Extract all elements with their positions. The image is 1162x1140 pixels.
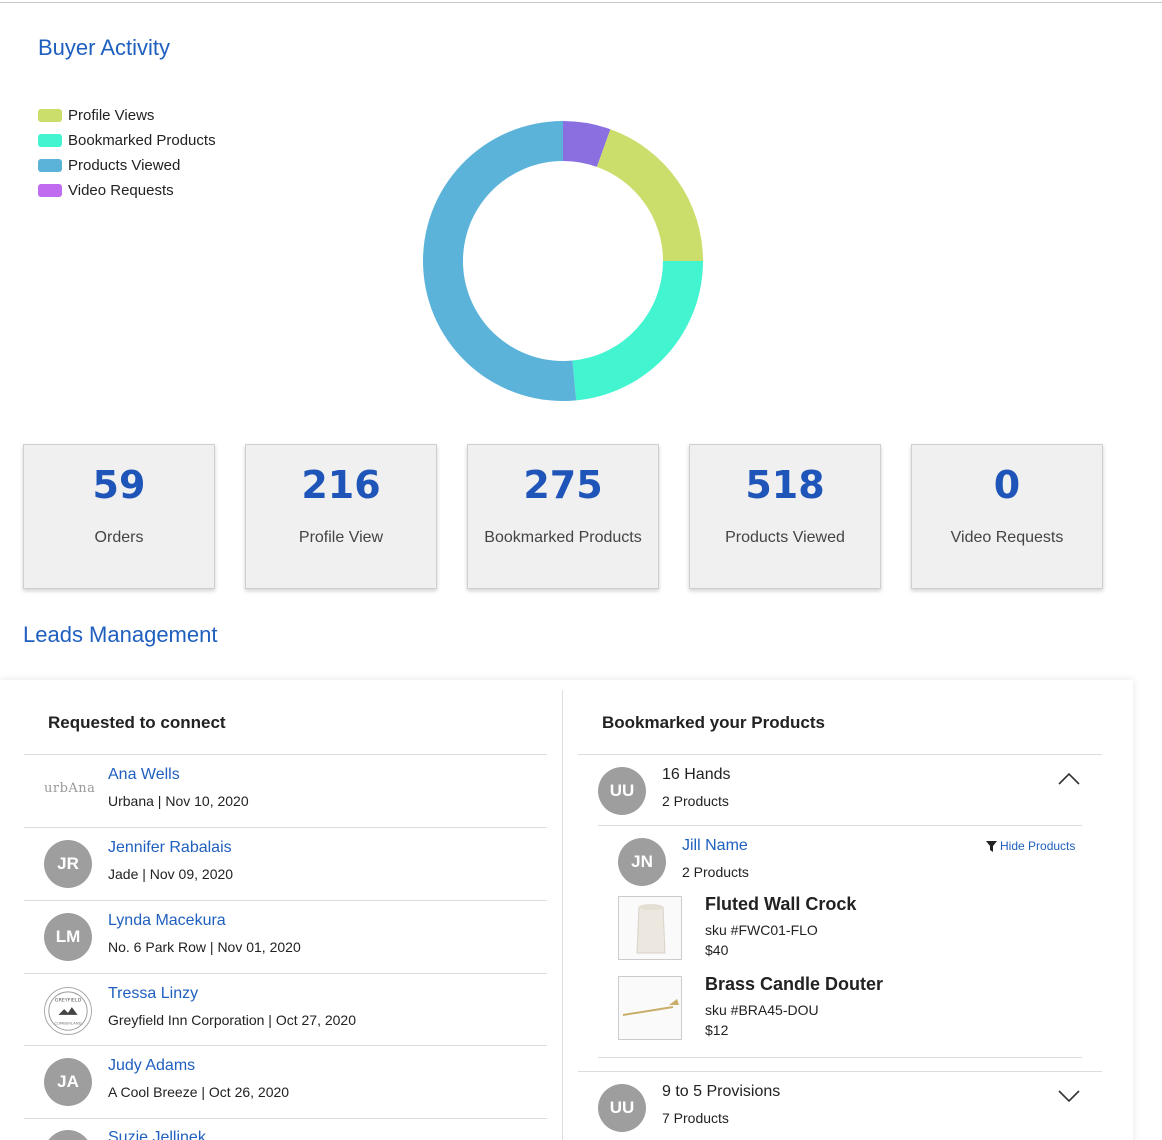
legend-swatch [38,109,62,122]
svg-text:CUMBERLAND: CUMBERLAND [54,1020,81,1025]
lead-name-link[interactable]: Judy Adams [108,1057,196,1074]
stat-card-products-viewed: 518 Products Viewed [689,444,881,589]
divider [578,754,1102,755]
legend-label: Profile Views [68,107,155,124]
lead-company-date: Jade | Nov 09, 2020 [108,866,234,882]
filter-icon [986,840,997,852]
hide-products-label: Hide Products [1000,839,1076,853]
bookmarked-products-heading: Bookmarked your Products [602,713,825,732]
stat-label: Bookmarked Products [484,529,642,546]
hide-products-button[interactable]: Hide Products [986,839,1075,853]
stat-value: 518 [745,463,825,507]
legend-label: Video Requests [68,182,174,199]
buyer-activity-donut-chart [423,121,703,401]
stat-card-bookmarked-products: 275 Bookmarked Products [467,444,659,589]
legend-label: Products Viewed [68,157,181,174]
divider [24,1045,547,1046]
avatar: JA [44,1058,92,1106]
chevron-down-icon[interactable] [1057,1089,1081,1103]
stat-value: 216 [301,463,381,507]
crock-image-icon [636,904,666,954]
lead-name-link[interactable]: Suzie Jellinek [108,1129,206,1140]
stat-card-orders: 59 Orders [23,444,215,589]
avatar: JR [44,840,92,888]
product-thumbnail[interactable] [618,896,682,960]
greyfield-logo: GREYFIELD CUMBERLAND [44,987,92,1035]
buyer-product-count: 2 Products [682,864,749,880]
product-thumbnail[interactable] [618,976,682,1040]
legend-item-bookmarked-products[interactable]: Bookmarked Products [38,128,216,153]
divider [598,825,1082,826]
leads-panel [0,680,1133,1140]
lead-company-date: Urbana | Nov 10, 2020 [108,793,249,809]
group-name: 9 to 5 Provisions [662,1083,781,1100]
lead-company-date: A Cool Breeze | Oct 26, 2020 [108,1084,290,1100]
top-divider [0,2,1162,3]
donut-slice-profile-views[interactable] [596,129,703,261]
donut-slice-bookmarked-products[interactable] [572,261,703,401]
donut-slice-products-viewed[interactable] [423,121,577,401]
legend-item-profile-views[interactable]: Profile Views [38,103,216,128]
column-divider [562,690,563,1140]
avatar [44,1130,92,1140]
stat-value: 0 [993,463,1021,507]
avatar: LM [44,913,92,961]
stat-label: Profile View [298,529,384,546]
lead-name-link[interactable]: Tressa Linzy [108,985,199,1002]
svg-text:GREYFIELD: GREYFIELD [55,997,82,1003]
divider [24,900,547,901]
divider [24,973,547,974]
stat-value: 59 [92,463,146,507]
chevron-up-icon[interactable] [1057,772,1081,786]
product-price: $40 [705,942,729,958]
donut-slice-video-requests[interactable] [563,121,611,167]
legend-swatch [38,184,62,197]
stat-card-profile-view: 216 Profile View [245,444,437,589]
lead-company-date: No. 6 Park Row | Nov 01, 2020 [108,939,301,955]
product-price: $12 [705,1022,729,1038]
divider [24,754,547,755]
group-name: 16 Hands [662,766,731,783]
lead-name-link[interactable]: Lynda Macekura [108,912,226,929]
product-sku: sku #BRA45-DOU [705,1002,819,1018]
stat-label: Video Requests [950,529,1064,546]
legend-swatch [38,134,62,147]
requested-to-connect-heading: Requested to connect [48,713,226,732]
urbana-logo: urbAna [44,781,96,796]
buyer-activity-title: Buyer Activity [38,35,171,60]
legend-item-video-requests[interactable]: Video Requests [38,178,216,203]
buyer-name-link[interactable]: Jill Name [682,837,748,854]
candle-douter-image-icon [622,999,679,1016]
lead-name-link[interactable]: Ana Wells [108,766,180,783]
legend-swatch [38,159,62,172]
lead-name-link[interactable]: Jennifer Rabalais [108,839,232,856]
product-sku: sku #FWC01-FLO [705,922,818,938]
divider [24,827,547,828]
legend-label: Bookmarked Products [68,132,216,149]
legend-item-products-viewed[interactable]: Products Viewed [38,153,216,178]
avatar: JN [618,838,666,886]
product-title: Brass Candle Douter [705,974,884,994]
stat-value: 275 [523,463,603,507]
divider [24,1118,547,1119]
leads-management-title: Leads Management [23,622,218,647]
divider [578,1071,1102,1072]
product-title: Fluted Wall Crock [705,894,857,914]
stat-label: Orders [94,529,144,546]
stat-label: Products Viewed [725,529,845,546]
divider [598,1057,1082,1058]
avatar: UU [598,767,646,815]
lead-company-date: Greyfield Inn Corporation | Oct 27, 2020 [108,1012,356,1028]
avatar: UU [598,1084,646,1132]
group-product-count: 2 Products [662,793,729,809]
group-product-count: 7 Products [662,1110,729,1126]
chart-legend: Profile Views Bookmarked Products Produc… [38,103,216,203]
stat-card-video-requests: 0 Video Requests [911,444,1103,589]
